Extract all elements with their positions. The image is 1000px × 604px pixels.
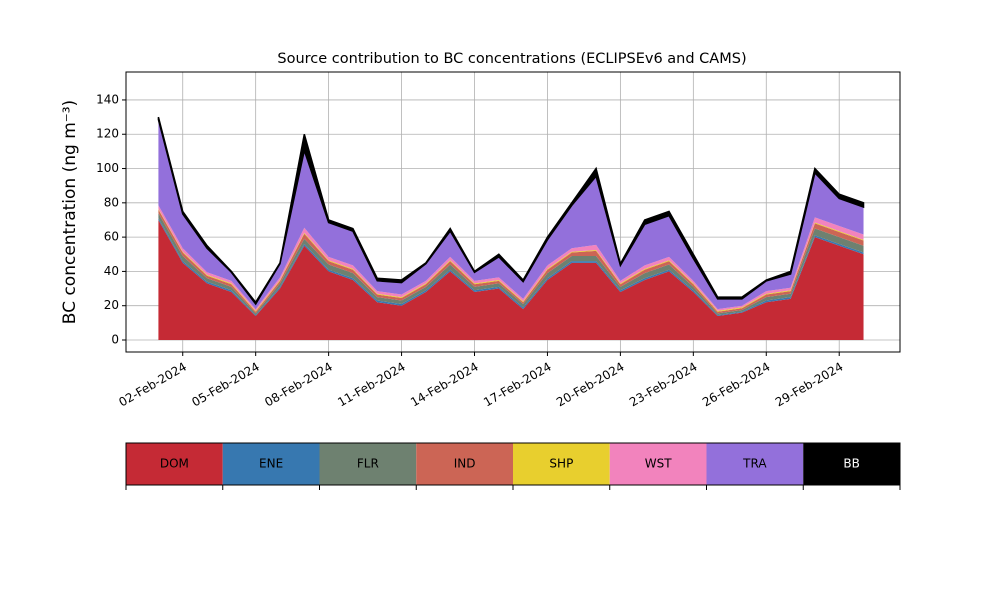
x-tick-label: 23-Feb-2024 (627, 360, 700, 410)
x-tick-label: 29-Feb-2024 (773, 360, 846, 410)
legend-label: DOM (160, 457, 189, 471)
area (157, 116, 865, 306)
legend-frame (125, 442, 901, 486)
area (158, 119, 864, 310)
x-tick-label: 17-Feb-2024 (481, 360, 554, 410)
legend-label: BB (843, 457, 859, 471)
plot-frame (125, 71, 901, 353)
area (158, 213, 864, 316)
legend-label: FLR (357, 457, 379, 471)
legend-swatch (513, 443, 610, 485)
y-tick-label: 120 (96, 127, 119, 141)
area (158, 219, 864, 340)
y-tick-label: 40 (104, 264, 119, 278)
area (158, 205, 864, 311)
x-tick-label: 11-Feb-2024 (335, 360, 408, 410)
legend-swatch (319, 443, 417, 485)
y-tick-label: 80 (104, 195, 119, 209)
y-tick-label: 140 (96, 92, 119, 106)
area (158, 208, 864, 312)
x-tick-label: 14-Feb-2024 (408, 360, 481, 410)
legend-label: SHP (549, 457, 573, 471)
legend-swatch (803, 443, 900, 485)
y-tick-label: 60 (104, 230, 119, 244)
area (158, 209, 864, 314)
x-tick-label: 05-Feb-2024 (189, 360, 262, 410)
legend-swatch (706, 443, 804, 485)
legend-label: TRA (742, 457, 767, 471)
legend-label: IND (454, 457, 476, 471)
legend-swatch (609, 443, 707, 485)
legend-swatch (222, 443, 320, 485)
y-axis-label: BC concentration (ng m⁻³) (60, 100, 80, 324)
legend-swatch (126, 443, 223, 485)
legend-label: ENE (259, 457, 283, 471)
y-tick-label: 0 (111, 332, 119, 346)
x-tick-label: 08-Feb-2024 (262, 360, 335, 410)
x-tick-label: 02-Feb-2024 (116, 360, 189, 410)
chart-title: Source contribution to BC concentrations… (277, 51, 746, 67)
legend-swatch (416, 443, 513, 485)
legend-label: WST (645, 457, 672, 471)
y-tick-label: 20 (104, 298, 119, 312)
x-tick-label: 20-Feb-2024 (554, 360, 627, 410)
y-tick-label: 100 (96, 161, 119, 175)
x-tick-label: 26-Feb-2024 (700, 360, 773, 410)
